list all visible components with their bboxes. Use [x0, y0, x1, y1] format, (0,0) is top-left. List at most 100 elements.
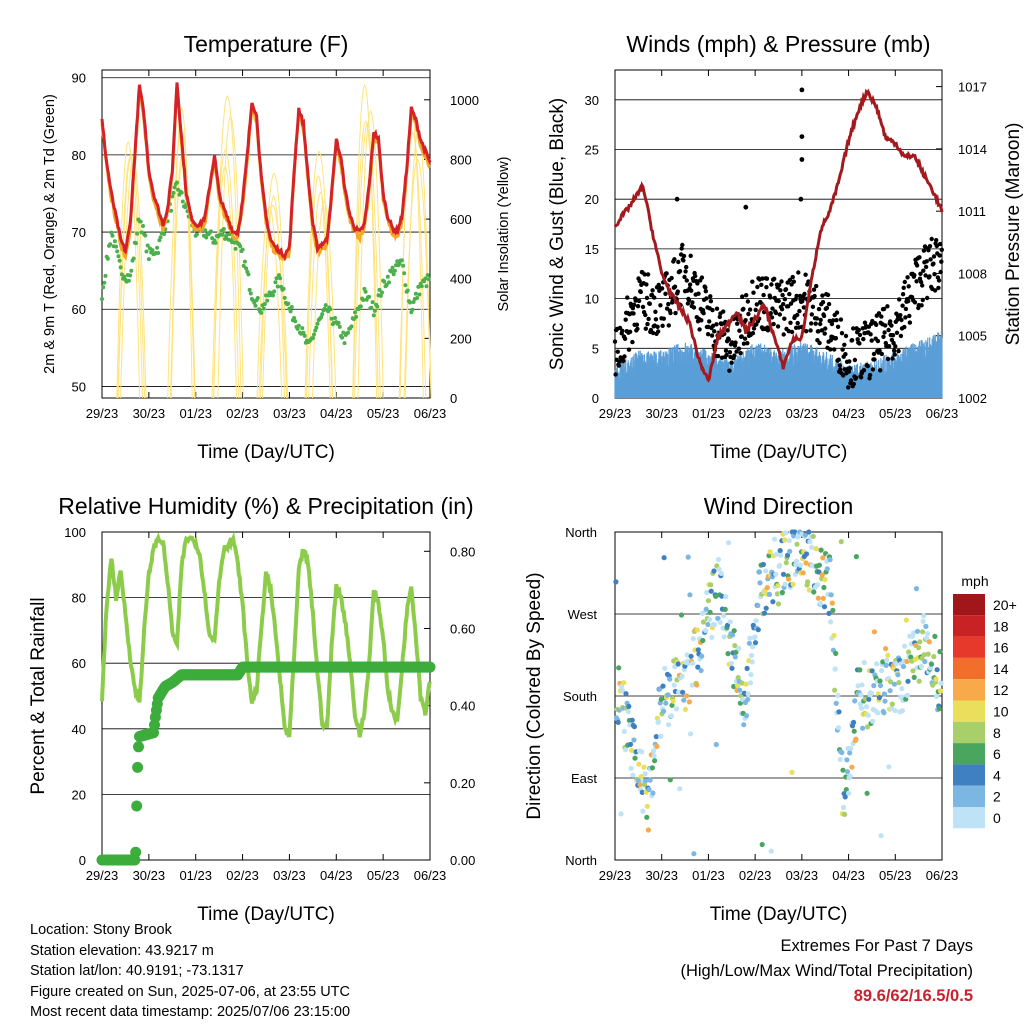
- gust-point: [890, 356, 895, 361]
- direction-point: [913, 586, 920, 592]
- gust-point: [672, 284, 678, 289]
- direction-point: [827, 557, 833, 563]
- direction-point: [772, 536, 778, 542]
- dewpoint-point: [144, 249, 149, 254]
- direction-point: [900, 663, 907, 670]
- extremes-panel: Extremes For Past 7 Days (High/Low/Max W…: [680, 934, 973, 1009]
- gust-point: [847, 359, 852, 364]
- gust-point: [653, 317, 659, 322]
- gust-point: [790, 274, 795, 280]
- gust-point: [936, 285, 941, 291]
- dewpoint-point: [385, 274, 390, 279]
- gust-point: [797, 308, 802, 314]
- gust-point: [658, 303, 663, 308]
- gust-point: [737, 328, 742, 333]
- gust-point: [764, 285, 769, 290]
- direction-point: [699, 653, 705, 659]
- direction-point: [767, 549, 773, 555]
- y-tick-label: 80: [72, 148, 86, 163]
- dewpoint-point: [382, 279, 387, 284]
- gust-point: [668, 310, 673, 316]
- x-tick-label: 29/23: [86, 868, 119, 883]
- gust-point: [677, 269, 683, 274]
- x-tick-label: 02/23: [739, 406, 772, 421]
- dewpoint-point: [372, 308, 377, 313]
- gust-point: [816, 306, 822, 312]
- gust-point: [693, 273, 698, 279]
- direction-point: [626, 703, 632, 710]
- gust-point: [892, 348, 897, 353]
- gust-point: [681, 253, 687, 259]
- dewpoint-point: [395, 259, 400, 264]
- gust-point: [899, 317, 904, 323]
- x-axis-label-4: Time (Day/UTC): [710, 904, 848, 925]
- solar-trace: [213, 94, 242, 399]
- gust-point: [753, 307, 758, 313]
- dewpoint-point: [180, 199, 185, 204]
- gust-point: [837, 363, 842, 368]
- dewpoint-point: [424, 284, 429, 289]
- x-tick-label: 04/23: [320, 406, 353, 421]
- solar-trace: [305, 174, 331, 399]
- direction-point: [844, 769, 851, 775]
- y-tick-label: 20: [585, 192, 599, 207]
- direction-point: [741, 722, 747, 728]
- gust-point: [802, 291, 807, 297]
- dewpoint-point: [403, 283, 408, 288]
- gust-point: [867, 372, 873, 378]
- gust-point: [655, 324, 660, 329]
- dewpoint-point: [300, 326, 305, 331]
- direction-point: [700, 619, 707, 625]
- dewpoint-point: [145, 243, 150, 248]
- direction-point: [922, 658, 928, 665]
- y2-axis-label-1: Solar Insolation (Yellow): [496, 156, 512, 311]
- colorbar-swatch: [953, 657, 985, 680]
- y-axis-label-4: Direction (Colored By Speed): [524, 572, 545, 819]
- gust-point: [926, 248, 931, 253]
- colorbar-label: 2: [993, 789, 1001, 805]
- direction-point: [764, 585, 770, 591]
- dewpoint-point: [389, 269, 394, 274]
- direction-point: [869, 690, 875, 697]
- y2-tick-label: 0.60: [450, 621, 475, 636]
- direction-point: [916, 645, 922, 651]
- direction-point: [708, 588, 714, 594]
- gust-point: [897, 297, 902, 302]
- direction-point: [643, 778, 649, 784]
- colorbar-swatch: [953, 700, 985, 722]
- y-tick-label: 30: [585, 93, 599, 108]
- precip-point: [131, 800, 143, 812]
- dewpoint-point: [342, 341, 347, 346]
- extremes-subtitle: (High/Low/Max Wind/Total Precipitation): [680, 962, 973, 980]
- y2-tick-label: 1008: [958, 266, 987, 281]
- direction-point: [616, 665, 622, 671]
- direction-point: [778, 552, 784, 558]
- gust-point: [827, 318, 832, 324]
- y-tick-label: 0: [79, 853, 86, 868]
- dewpoint-point: [353, 310, 357, 315]
- gust-point: [627, 329, 633, 334]
- x-tick-label: 29/23: [86, 406, 119, 421]
- gust-point: [746, 311, 751, 317]
- gust-point: [870, 367, 876, 372]
- y-tick-label: 15: [585, 242, 599, 257]
- direction-point: [695, 664, 701, 670]
- dewpoint-point: [380, 290, 384, 295]
- direction-point: [813, 546, 819, 552]
- gust-point: [851, 326, 856, 331]
- gust-point: [705, 332, 711, 337]
- gust-point: [918, 279, 924, 285]
- gust-point: [877, 348, 882, 353]
- dewpoint-point: [248, 291, 253, 296]
- solar-trace: [116, 140, 141, 399]
- direction-point: [752, 640, 759, 646]
- gust-point: [708, 299, 714, 304]
- gust-point: [690, 300, 695, 305]
- gust-point: [786, 304, 791, 309]
- direction-point: [727, 619, 733, 625]
- solar-trace: [211, 148, 240, 399]
- x-tick-label: 05/23: [367, 406, 400, 421]
- gust-point: [871, 351, 877, 357]
- direction-point: [840, 767, 846, 773]
